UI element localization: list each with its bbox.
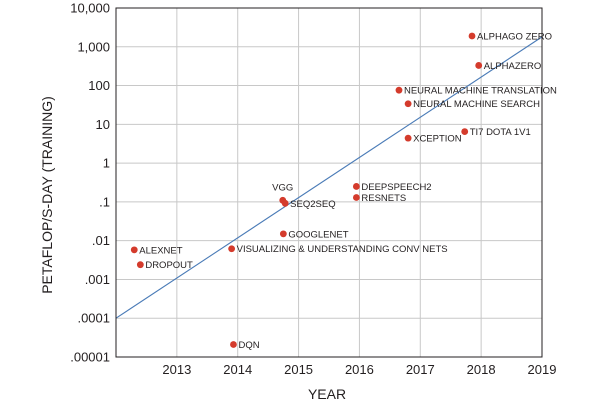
y-axis-title: PETAFLOP/S-DAY (TRAINING) [39,96,55,294]
data-point-label: DQN [238,340,259,351]
data-point-label: ALPHAGO ZERO [477,31,552,42]
data-point-label: SEQ2SEQ [290,199,335,210]
y-tick-label: 1 [103,156,110,171]
data-point [352,194,360,201]
data-point [130,246,138,254]
y-tick-label: .0001 [77,311,110,326]
y-tick-label: 1,000 [77,39,110,54]
x-tick-label: 2019 [528,362,557,377]
trend-line [115,36,543,319]
x-tick-label: 2018 [467,362,496,377]
x-tick-label: 2014 [223,362,252,377]
data-point-label: DEEPSPEECH2 [361,182,431,193]
data-point [475,62,483,69]
x-tick-label: 2016 [345,362,374,377]
data-point [395,86,403,94]
x-tick-labels: 2013 2014 2015 2016 2017 2018 2019 [162,362,556,377]
data-point-label: VISUALIZING & UNDERSTANDING CONV NETS [237,244,448,255]
data-point-label: TI7 DOTA 1V1 [470,127,531,138]
y-tick-label: 10 [96,117,110,132]
x-axis-title: YEAR [308,386,346,402]
y-tick-label: .001 [85,272,110,287]
plot-frame [115,7,543,358]
data-point-label: DROPOUT [145,260,193,271]
data-points: ALEXNET DROPOUT DQN VISUALIZING & UNDERSTAN… [130,31,557,351]
y-tick-label: 100 [88,78,110,93]
data-point-label: ALEXNET [139,245,182,256]
y-tick-label: .1 [99,194,110,209]
y-tick-label: .01 [92,233,110,248]
x-tick-label: 2015 [284,362,313,377]
data-point [281,199,289,207]
data-point-label: NEURAL MACHINE SEARCH [413,99,540,110]
data-point [230,341,237,348]
y-tick-label: .00001 [70,350,110,365]
data-point [279,230,287,238]
data-point-label: ALPHAZERO [484,61,542,72]
data-point [468,32,476,40]
data-point-label: VGG [272,182,293,193]
data-point [461,128,469,135]
data-point [136,261,144,269]
x-tick-label: 2017 [406,362,435,377]
y-tick-labels: 10,000 1,000 100 10 1 .1 .01 .001 .0001 .00001 [70,1,110,365]
y-tick-label: 10,000 [70,1,110,16]
data-point [404,134,412,142]
data-point-label: GOOGLENET [288,229,348,240]
grid [116,8,542,357]
data-point-label: NEURAL MACHINE TRANSLATION [404,86,557,97]
data-point-label: XCEPTION [413,134,462,145]
data-point [228,245,236,253]
data-point [404,100,412,108]
data-point-label: RESNETS [361,193,406,204]
data-point [352,183,360,190]
x-tick-label: 2013 [162,362,191,377]
